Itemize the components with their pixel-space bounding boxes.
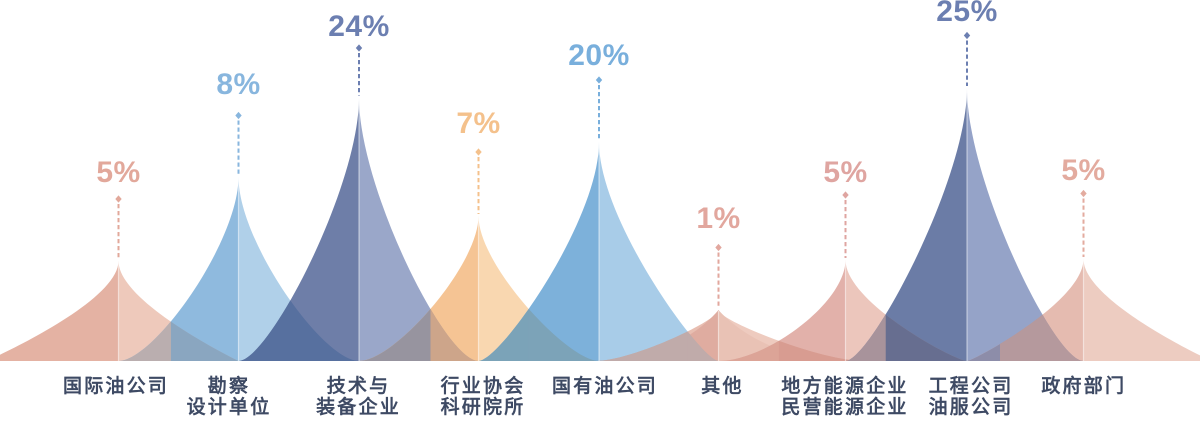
peak-6-diamond-icon bbox=[715, 243, 722, 252]
peak-5-diamond-icon bbox=[595, 76, 603, 84]
peak-9-value-label: 5% bbox=[1061, 154, 1106, 187]
peak-3-category-label: 技术与 装备企业 bbox=[316, 376, 401, 418]
peak-8-left-half bbox=[845, 88, 967, 361]
peak-4-diamond-icon bbox=[475, 148, 482, 156]
peak-2-value-label: 8% bbox=[216, 68, 261, 101]
peak-1-right-half bbox=[118, 261, 239, 361]
peak-3-value-label: 24% bbox=[328, 10, 390, 43]
peak-9-diamond-icon bbox=[1080, 189, 1087, 198]
peak-9-category-label: 政府部门 bbox=[1041, 376, 1127, 397]
peak-8-value-label: 25% bbox=[936, 0, 998, 28]
peak-6-category-label: 其他 bbox=[701, 376, 744, 397]
overlap-7-8 bbox=[845, 260, 967, 361]
peak-7-value-label: 5% bbox=[823, 155, 868, 189]
peak-7-category-label: 地方能源企业 民营能源企业 bbox=[781, 376, 909, 418]
peak-4-right-half bbox=[478, 216, 599, 361]
peak-1-left-half bbox=[0, 261, 119, 361]
peak-9-right-half bbox=[1083, 259, 1200, 361]
peak-1-category-label: 国际油公司 bbox=[62, 376, 170, 397]
peak-1-diamond-icon bbox=[115, 195, 122, 203]
peak-3-right-half bbox=[359, 97, 479, 361]
peak-8-right-half bbox=[967, 88, 1084, 361]
peak-5-right-half bbox=[599, 142, 719, 361]
peak-2-diamond-icon bbox=[235, 111, 242, 120]
peak-5-left-half bbox=[478, 142, 599, 361]
peak-2-category-label: 勘察 设计单位 bbox=[186, 376, 272, 418]
peak-8-category-label: 工程公司 油服公司 bbox=[928, 376, 1014, 418]
peak-6-right-half bbox=[718, 310, 846, 361]
peak-1-value-label: 5% bbox=[96, 156, 141, 189]
peak-8-diamond-icon bbox=[963, 31, 971, 40]
peak-4-category-label: 行业协会 科研院所 bbox=[440, 376, 526, 418]
peak-7-diamond-icon bbox=[842, 191, 849, 199]
peak-3-diamond-icon bbox=[355, 44, 363, 52]
peak-6-value-label: 1% bbox=[696, 202, 741, 235]
peak-4-value-label: 7% bbox=[456, 107, 501, 140]
peak-5-value-label: 20% bbox=[568, 38, 630, 72]
peak-5-category-label: 国有油公司 bbox=[551, 376, 659, 397]
peak-7-left-half bbox=[718, 260, 846, 361]
peak-2-left-half bbox=[118, 177, 239, 361]
peak-3-left-half bbox=[238, 97, 359, 361]
peak-4-left-half bbox=[359, 216, 479, 361]
peak-2-right-half bbox=[238, 177, 359, 361]
